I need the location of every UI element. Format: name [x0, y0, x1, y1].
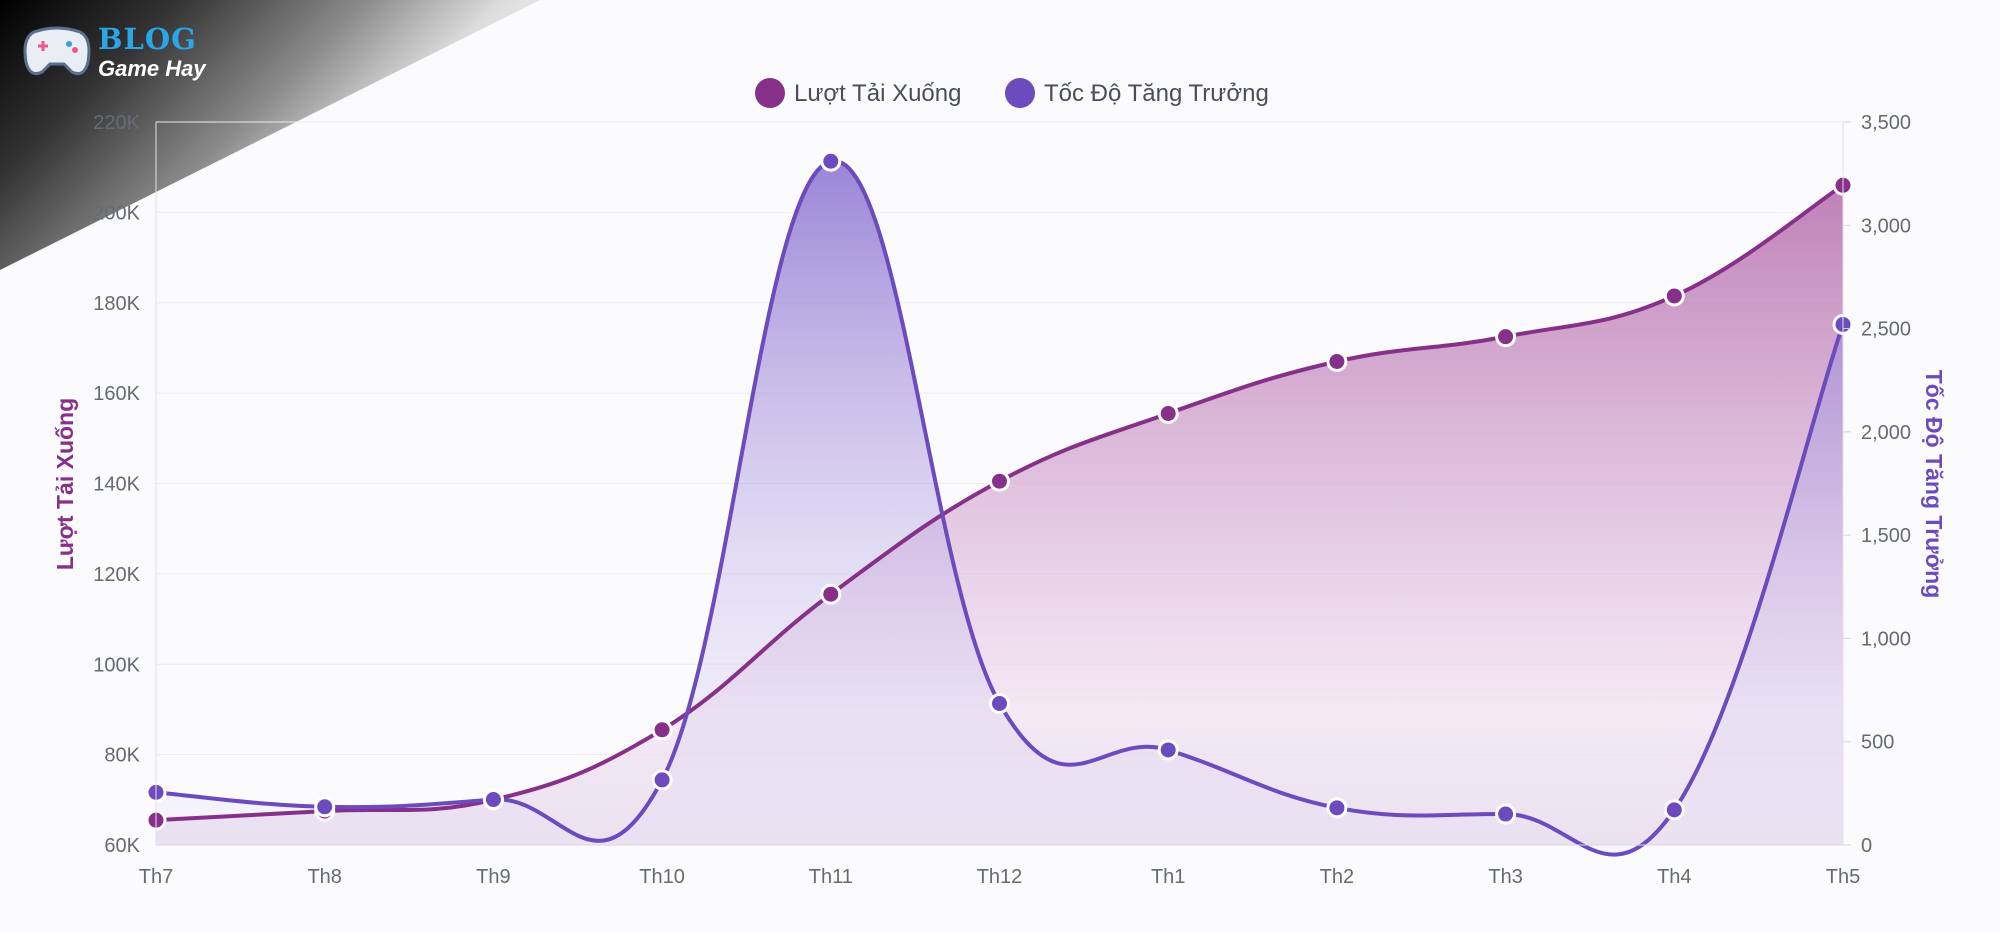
legend[interactable]: Lượt Tải Xuống Tốc Độ Tăng Trưởng: [755, 78, 1269, 108]
y-left-tick-label: 220K: [93, 112, 140, 134]
legend-label: Lượt Tải Xuống: [794, 80, 961, 107]
data-point: [1326, 350, 1348, 372]
x-tick-label: Th9: [476, 866, 510, 888]
y-left-tick-label: 180K: [93, 293, 140, 315]
legend-swatch: [755, 78, 785, 108]
y-right-tick-label: 3,500: [1861, 112, 1911, 134]
y-right-axis-title: Tốc Độ Tăng Trưởng: [1921, 370, 1947, 599]
data-point: [1495, 803, 1517, 825]
y-right-tick-label: 1,500: [1861, 525, 1911, 547]
x-tick-label: Th1: [1151, 866, 1185, 888]
legend-swatch: [1005, 78, 1035, 108]
gamepad-icon: [23, 26, 91, 76]
x-tick-label: Th3: [1488, 866, 1522, 888]
x-tick-label: Th8: [307, 866, 341, 888]
y-right-tick-label: 0: [1861, 835, 1872, 857]
x-tick-label: Th12: [977, 866, 1023, 888]
y-left-tick-label: 80K: [104, 745, 140, 767]
x-tick-label: Th7: [139, 866, 173, 888]
x-tick-label: Th4: [1657, 866, 1691, 888]
y-left-tick-label: 200K: [93, 202, 140, 224]
data-point: [314, 796, 336, 818]
x-tick-label: Th5: [1826, 866, 1860, 888]
data-point: [1663, 799, 1685, 821]
y-left-tick-label: 140K: [93, 474, 140, 496]
data-point: [820, 150, 842, 172]
data-point: [820, 583, 842, 605]
y-right-tick-label: 2,500: [1861, 319, 1911, 341]
series-areas: [156, 160, 1843, 855]
series-points: [145, 150, 1854, 831]
series-area: [156, 160, 1843, 855]
y-left-tick-label: 160K: [93, 383, 140, 405]
data-point: [1495, 326, 1517, 348]
y-left-tick-label: 60K: [104, 835, 140, 857]
y-right-tick-label: 500: [1861, 732, 1894, 754]
y-right-tick-label: 1,000: [1861, 628, 1911, 650]
data-point: [651, 719, 673, 741]
series-line: [155, 159, 1845, 857]
x-tick-label: Th11: [809, 866, 853, 888]
data-point: [1157, 402, 1179, 424]
data-point: [989, 470, 1010, 492]
y-left-axis-title: Lượt Tải Xuống: [52, 398, 78, 570]
axes: 60K 80K 100K 120K 140K 160K 180K 200K 220K 0 500 1,…: [52, 112, 1947, 888]
logo-subtitle: Game Hay: [98, 55, 206, 81]
logo-brand: BLOG: [98, 21, 197, 56]
x-tick-label: Th10: [639, 866, 685, 888]
y-left-tick-label: 100K: [93, 654, 140, 676]
legend-label: Tốc Độ Tăng Trưởng: [1044, 80, 1269, 107]
y-left-tick-label: 120K: [93, 564, 140, 586]
data-point: [482, 789, 504, 811]
logo: BLOG Game Hay: [22, 22, 206, 82]
data-point: [651, 769, 673, 791]
y-right-tick-label: 2,000: [1861, 422, 1911, 444]
x-tick-label: Th2: [1320, 866, 1354, 888]
data-point: [1326, 797, 1348, 819]
y-right-tick-label: 3,000: [1861, 215, 1911, 237]
data-point: [989, 692, 1010, 714]
data-point: [1663, 285, 1685, 307]
data-point: [1157, 739, 1179, 761]
